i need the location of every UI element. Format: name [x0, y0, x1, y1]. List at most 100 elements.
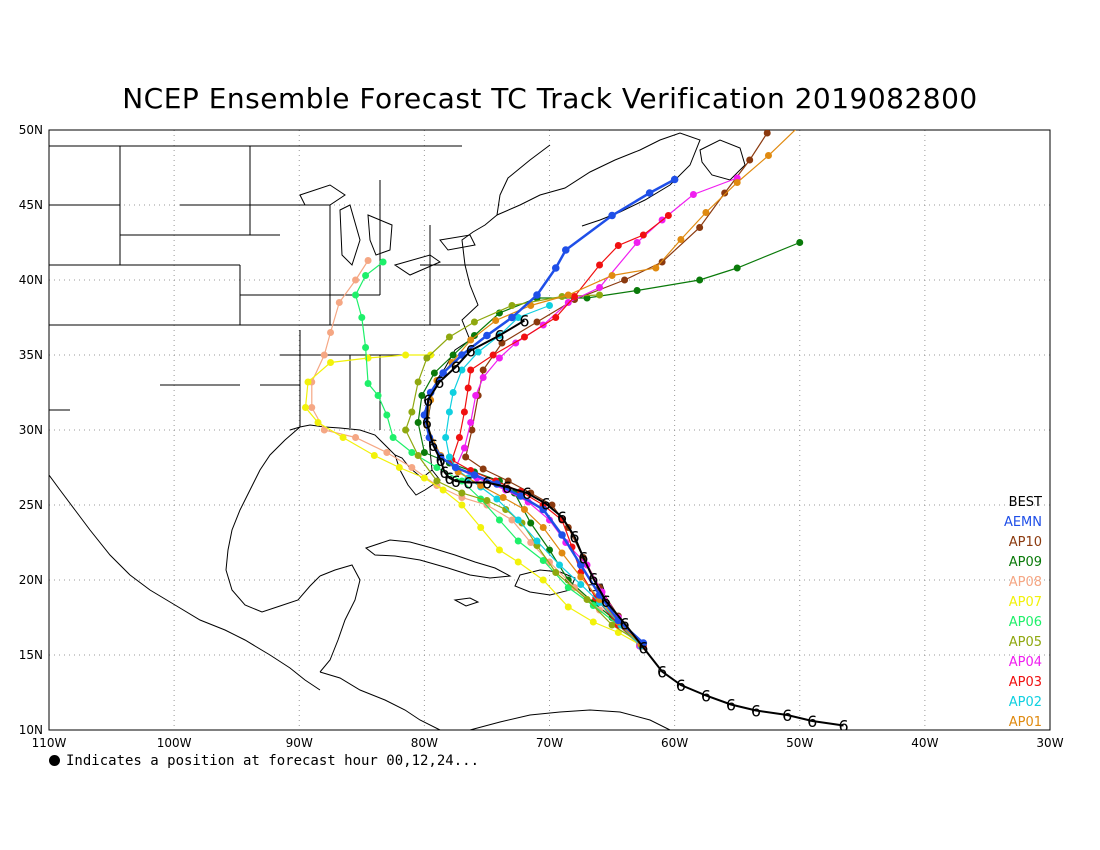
us-east-coast [289, 144, 551, 479]
track-point [402, 351, 410, 359]
lon-tick-label: 30W [1036, 736, 1063, 750]
legend-entry-best: BEST [1009, 495, 1042, 510]
track-point [796, 122, 803, 129]
storm-symbol: 6 [466, 342, 476, 361]
storm-symbol: 6 [838, 717, 848, 736]
track-point [733, 179, 741, 186]
track-point [362, 344, 370, 351]
track-point [364, 257, 372, 264]
canada-maritimes [496, 132, 701, 227]
track-point [621, 276, 629, 284]
lat-tick-label: 15N [19, 648, 43, 662]
track-point [533, 537, 541, 545]
track-point [608, 272, 616, 279]
track-point [462, 453, 470, 461]
track-ap09 [414, 239, 804, 648]
track-point [445, 408, 453, 416]
track-point [433, 464, 441, 471]
track-point [576, 561, 585, 569]
lat-tick-label: 10N [19, 723, 43, 737]
track-point [370, 452, 378, 459]
track-point [504, 477, 512, 485]
legend-entry-ap09: AP09 [1009, 555, 1042, 570]
track-line [354, 261, 641, 645]
track-point [546, 302, 553, 309]
track-point [308, 404, 316, 411]
storm-symbol: 6 [638, 639, 648, 658]
storm-symbol: 6 [451, 358, 461, 377]
track-point [414, 378, 422, 386]
track-point [689, 191, 697, 198]
track-point [508, 302, 516, 309]
track-aemn [420, 175, 679, 647]
lon-tick-label: 40W [911, 736, 938, 750]
track-point [458, 366, 466, 374]
track-point [514, 516, 522, 524]
track-point [571, 293, 579, 300]
lat-tick-label: 20N [19, 573, 43, 587]
track-point [495, 516, 503, 524]
track-point [746, 156, 754, 164]
storm-symbol: 6 [423, 391, 433, 410]
track-point [362, 272, 370, 279]
track-point [477, 524, 485, 531]
track-point [577, 573, 585, 581]
track-point [721, 189, 729, 197]
track-point [302, 404, 310, 411]
storm-symbol: 6 [451, 472, 461, 491]
track-point [564, 576, 572, 584]
track-point [492, 317, 500, 324]
track-point [702, 209, 710, 216]
track-point [468, 426, 476, 434]
track-point [352, 291, 360, 299]
south-america [469, 709, 671, 730]
legend-entry-aemn: AEMN [1004, 515, 1042, 530]
track-point [339, 434, 347, 441]
lon-tick-label: 60W [661, 736, 688, 750]
track-point [558, 531, 566, 539]
track-line [404, 294, 644, 646]
track-point [493, 495, 501, 503]
track-point [696, 224, 704, 231]
track-point [374, 392, 382, 399]
storm-symbol: 6 [494, 327, 504, 346]
track-point [383, 449, 391, 456]
track-point [508, 313, 516, 322]
track-point [614, 242, 622, 249]
track-point [439, 486, 447, 494]
track-point [527, 519, 535, 527]
storm-symbol: 6 [619, 615, 629, 634]
track-point [458, 501, 466, 509]
lon-tick-label: 90W [286, 736, 313, 750]
track-point [414, 419, 422, 426]
track-point [495, 546, 503, 554]
track-point [796, 239, 804, 246]
grid-lines [49, 130, 1050, 730]
legend-entry-ap02: AP02 [1009, 695, 1042, 710]
track-point [423, 354, 431, 362]
track-point [470, 318, 478, 326]
track-point [439, 369, 447, 377]
legend-entry-ap04: AP04 [1009, 655, 1042, 670]
track-point [516, 492, 525, 500]
track-point [352, 276, 360, 284]
storm-symbol: 6 [751, 702, 761, 721]
track-point [539, 576, 547, 584]
track-point [794, 67, 801, 74]
storm-symbol: 6 [701, 687, 711, 706]
track-point [558, 549, 566, 557]
track-point [483, 331, 491, 340]
storm-symbol: 6 [522, 484, 532, 503]
lon-tick-label: 50W [786, 736, 813, 750]
track-point [335, 299, 343, 306]
storm-symbol: 6 [676, 676, 686, 695]
track-point [520, 506, 528, 513]
track-point [652, 264, 660, 272]
track-point [614, 629, 622, 636]
lat-tick-label: 50N [19, 123, 43, 137]
lat-tick-label: 25N [19, 498, 43, 512]
track-point [304, 378, 312, 386]
track-point [408, 449, 416, 456]
chart-title: NCEP Ensemble Forecast TC Track Verifica… [122, 82, 978, 115]
